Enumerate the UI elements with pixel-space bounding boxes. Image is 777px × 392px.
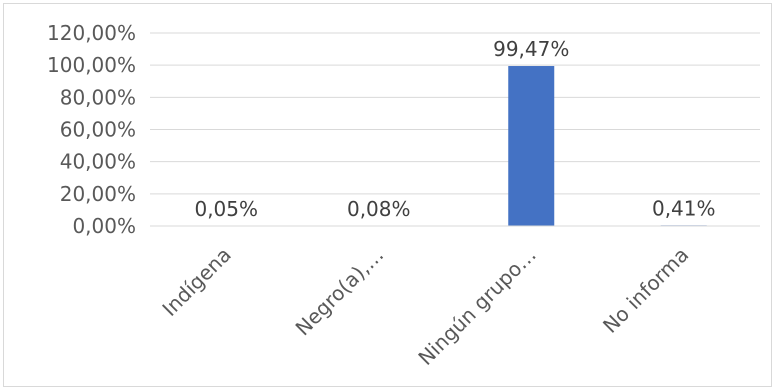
bar [508,66,555,227]
y-tick-label: 60,00% [60,118,136,142]
chart-area [3,3,772,387]
category-label: No informa [598,243,693,338]
data-label: 0,41% [652,196,716,220]
category-label: Indígena [157,243,235,321]
y-tick-label: 0,00% [72,214,136,238]
data-label: 0,08% [347,197,411,221]
data-label: 99,47% [493,37,569,61]
category-label: Negro(a),… [291,243,389,341]
y-tick-label: 20,00% [60,182,136,206]
data-label: 0,05% [194,197,258,221]
y-tick-label: 40,00% [60,150,136,174]
y-tick-label: 100,00% [47,53,136,77]
category-label: Ningún grupo… [413,243,540,370]
y-tick-label: 80,00% [60,85,136,109]
y-tick-label: 120,00% [47,21,136,45]
